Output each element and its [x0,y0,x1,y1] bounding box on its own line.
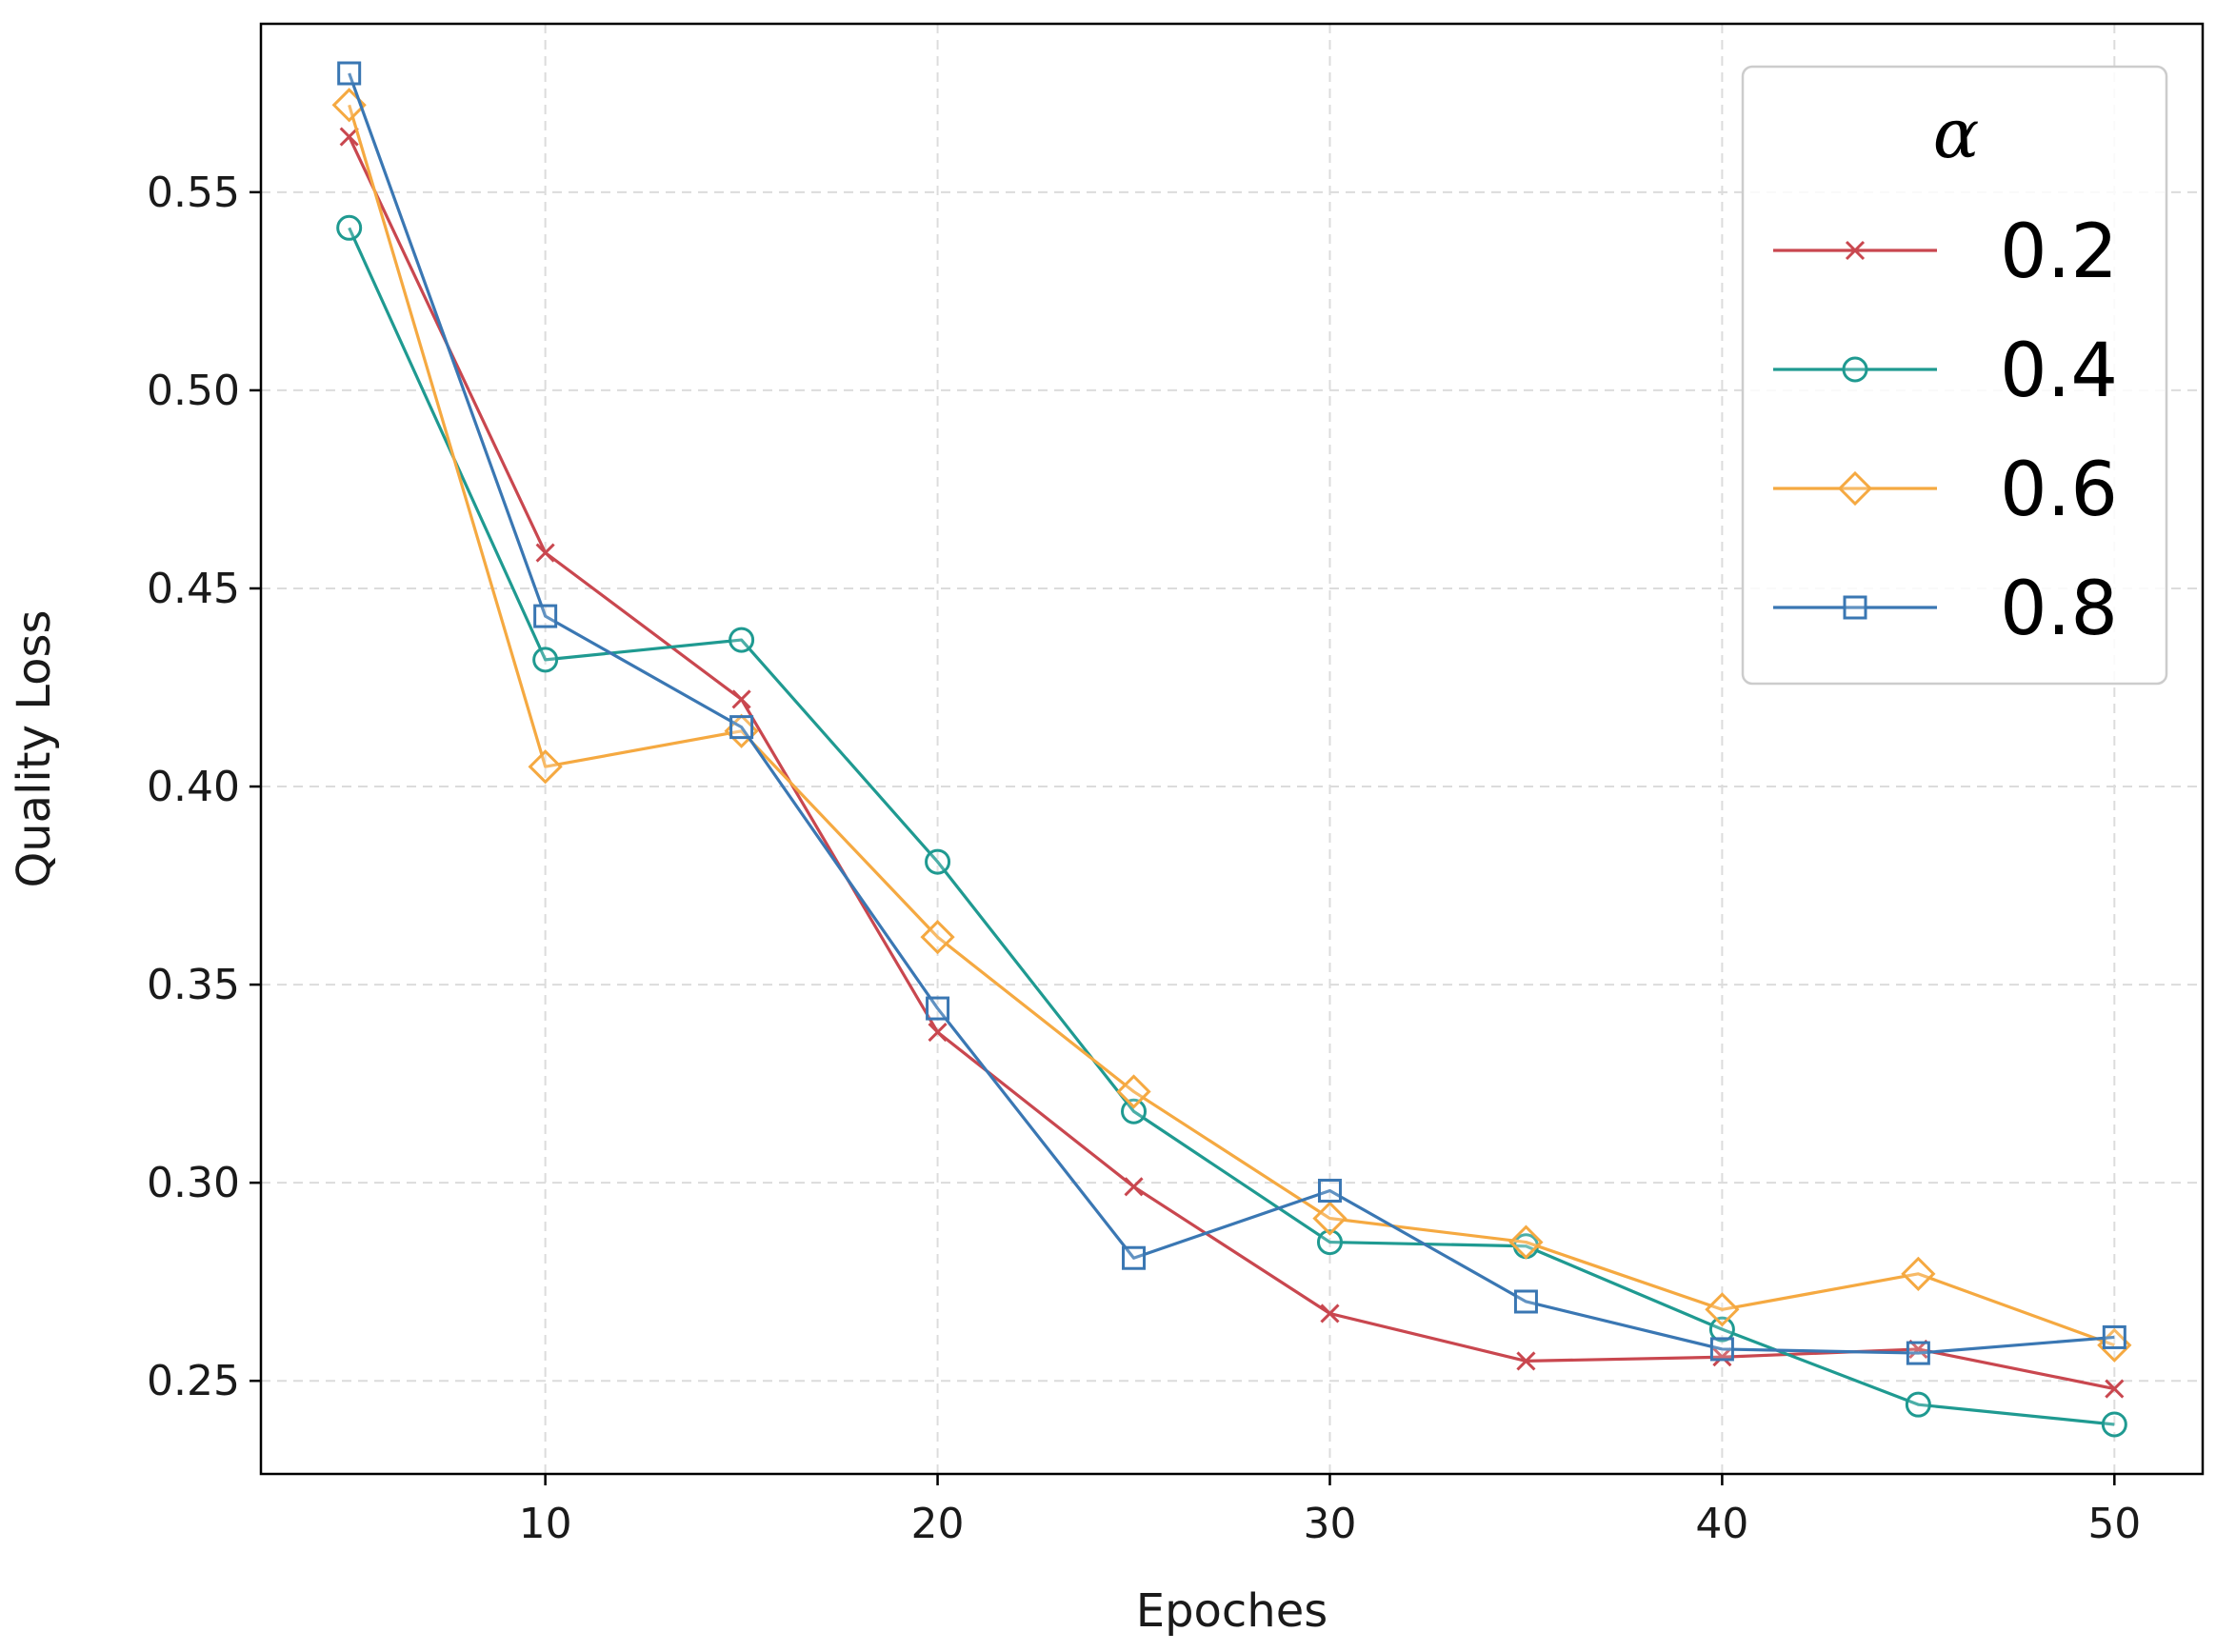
x-tick-label: 30 [1303,1500,1356,1548]
data-point [2102,1324,2126,1349]
data-point [729,627,755,653]
y-tick-label: 0.30 [147,1159,240,1207]
data-point [1709,1337,1734,1362]
legend-marker [1843,595,1867,620]
legend-label: 0.8 [2000,567,2118,652]
series-group [331,61,2132,1438]
data-point [928,1022,948,1043]
data-point [1116,1074,1151,1109]
legend-label: 0.6 [2000,448,2118,533]
series-line [348,135,2115,1391]
data-point [1705,1292,1740,1327]
data-point [925,848,951,875]
legend-marker [1845,240,1866,261]
x-tick-label: 10 [519,1500,572,1548]
y-axis-label: Quality Loss [8,609,61,887]
data-point-stroke [2105,1379,2125,1399]
x-axis-label: Epoches [1136,1584,1328,1638]
legend-item: 0.4 [1773,328,2118,414]
legend: α 0.2 0.4 0.6 0.8 [1741,65,2168,686]
y-tick-label: 0.35 [147,961,240,1009]
x-tick-label: 40 [1695,1500,1748,1548]
data-point [1312,1201,1348,1236]
series-0-6 [331,88,2132,1363]
data-point [1516,1351,1536,1371]
legend-marker [1842,356,1868,383]
data-point [729,715,754,740]
x-tick-label: 20 [911,1500,965,1548]
data-point [337,61,362,86]
data-point-stroke [1320,1304,1340,1324]
data-point [336,214,363,241]
data-point [1513,1289,1538,1314]
series-line [348,72,2115,1355]
data-point [1901,1256,1936,1291]
data-point [528,749,563,785]
data-point [731,689,751,709]
y-tick-label: 0.45 [147,565,240,613]
x-tick-label: 50 [2087,1500,2141,1548]
data-point-stroke [928,1022,948,1043]
legend-label: 0.2 [2000,209,2118,295]
data-point [1317,1178,1342,1203]
data-point [2101,1411,2127,1438]
data-point [533,604,558,628]
data-point [1122,1245,1147,1270]
data-point [1508,1224,1544,1260]
series-line [348,104,2115,1347]
y-tick-label: 0.40 [147,763,240,811]
data-point [1906,1341,1930,1365]
series-line [348,227,2115,1426]
data-point [2105,1379,2125,1399]
y-tick-label: 0.50 [147,367,240,415]
data-point-stroke [535,543,555,563]
y-tick-label: 0.25 [147,1357,240,1405]
data-point [1121,1098,1148,1125]
data-point-stroke [731,689,751,709]
plot-frame [259,22,2205,1476]
data-point-stroke [339,127,359,147]
data-point [926,996,950,1021]
data-point [1320,1304,1340,1324]
data-point [535,543,555,563]
data-point [532,647,559,673]
legend-item: 0.8 [1773,567,2118,652]
legend-marker-stroke [1845,240,1866,261]
data-point-stroke [1516,1351,1536,1371]
data-point-stroke [1124,1177,1144,1197]
y-tick-label: 0.55 [147,169,240,217]
data-point [1708,1316,1735,1343]
legend-box [1741,65,2168,686]
data-point-stroke [1712,1347,1732,1367]
data-point [339,127,359,147]
series-0-8 [337,61,2126,1365]
legend-item: 0.6 [1773,448,2118,533]
data-point [1905,1391,1931,1418]
axis-ticks: 10 20 30 40 50 0.25 0.30 0.35 0.40 0.45 0.50 0.55 [147,169,2141,1548]
data-point [1316,1229,1343,1256]
series-0-4 [336,214,2127,1438]
legend-item: 0.2 [1773,209,2118,295]
series-0-2 [339,127,2125,1399]
data-point [1124,1177,1144,1197]
data-point [920,920,955,955]
legend-title: α [1933,93,1980,173]
data-point [1712,1347,1732,1367]
legend-marker [1837,470,1873,507]
legend-label: 0.4 [2000,328,2118,414]
